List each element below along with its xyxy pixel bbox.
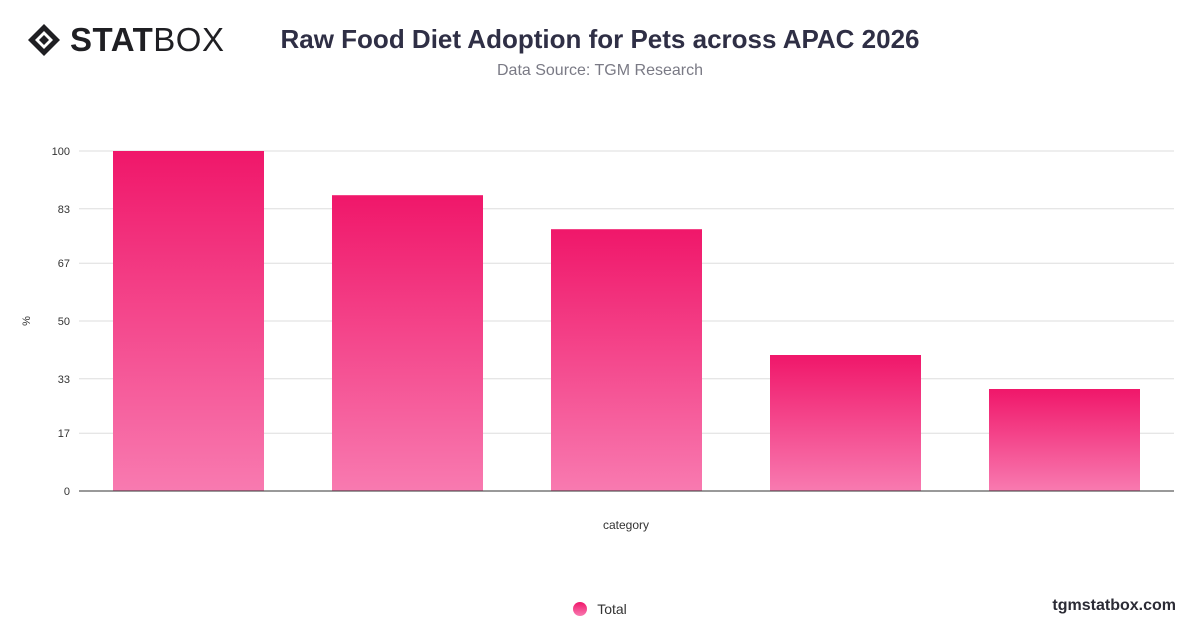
y-tick-label: 17: [58, 428, 70, 440]
bar-4: [770, 355, 921, 491]
y-tick-label: 83: [58, 204, 70, 216]
bar-5: [989, 389, 1140, 491]
bar-2: [332, 195, 483, 491]
bar-chart: 0 17 33 50 67 83 100 % category: [21, 146, 1174, 532]
chart-legend: Total: [0, 601, 1200, 617]
y-tick-label: 50: [58, 316, 70, 328]
brand-logo: STATBOX: [26, 22, 224, 58]
bars: [113, 151, 1140, 491]
footer-brand-url: tgmstatbox.com: [1052, 597, 1176, 614]
y-tick-label: 100: [52, 146, 70, 158]
x-axis-label: category: [603, 518, 649, 532]
statbox-logo-icon: [28, 24, 60, 56]
y-tick-label: 33: [58, 374, 70, 386]
y-axis-label: %: [21, 316, 33, 326]
chart-subtitle: Data Source: TGM Research: [496, 62, 703, 79]
logo-text-strong: STAT: [70, 21, 154, 58]
y-axis-ticks: 0 17 33 50 67 83 100: [52, 146, 70, 498]
legend-swatch: [573, 602, 588, 616]
chart-title: Raw Food Diet Adoption for Pets across A…: [280, 24, 920, 54]
bar-3: [551, 229, 702, 491]
legend-label-total: Total: [597, 601, 627, 617]
y-tick-label: 0: [64, 486, 70, 498]
logo-wordmark: STATBOX: [70, 22, 224, 58]
bar-1: [113, 151, 264, 491]
logo-text-light: BOX: [153, 21, 225, 58]
y-tick-label: 67: [58, 258, 70, 270]
